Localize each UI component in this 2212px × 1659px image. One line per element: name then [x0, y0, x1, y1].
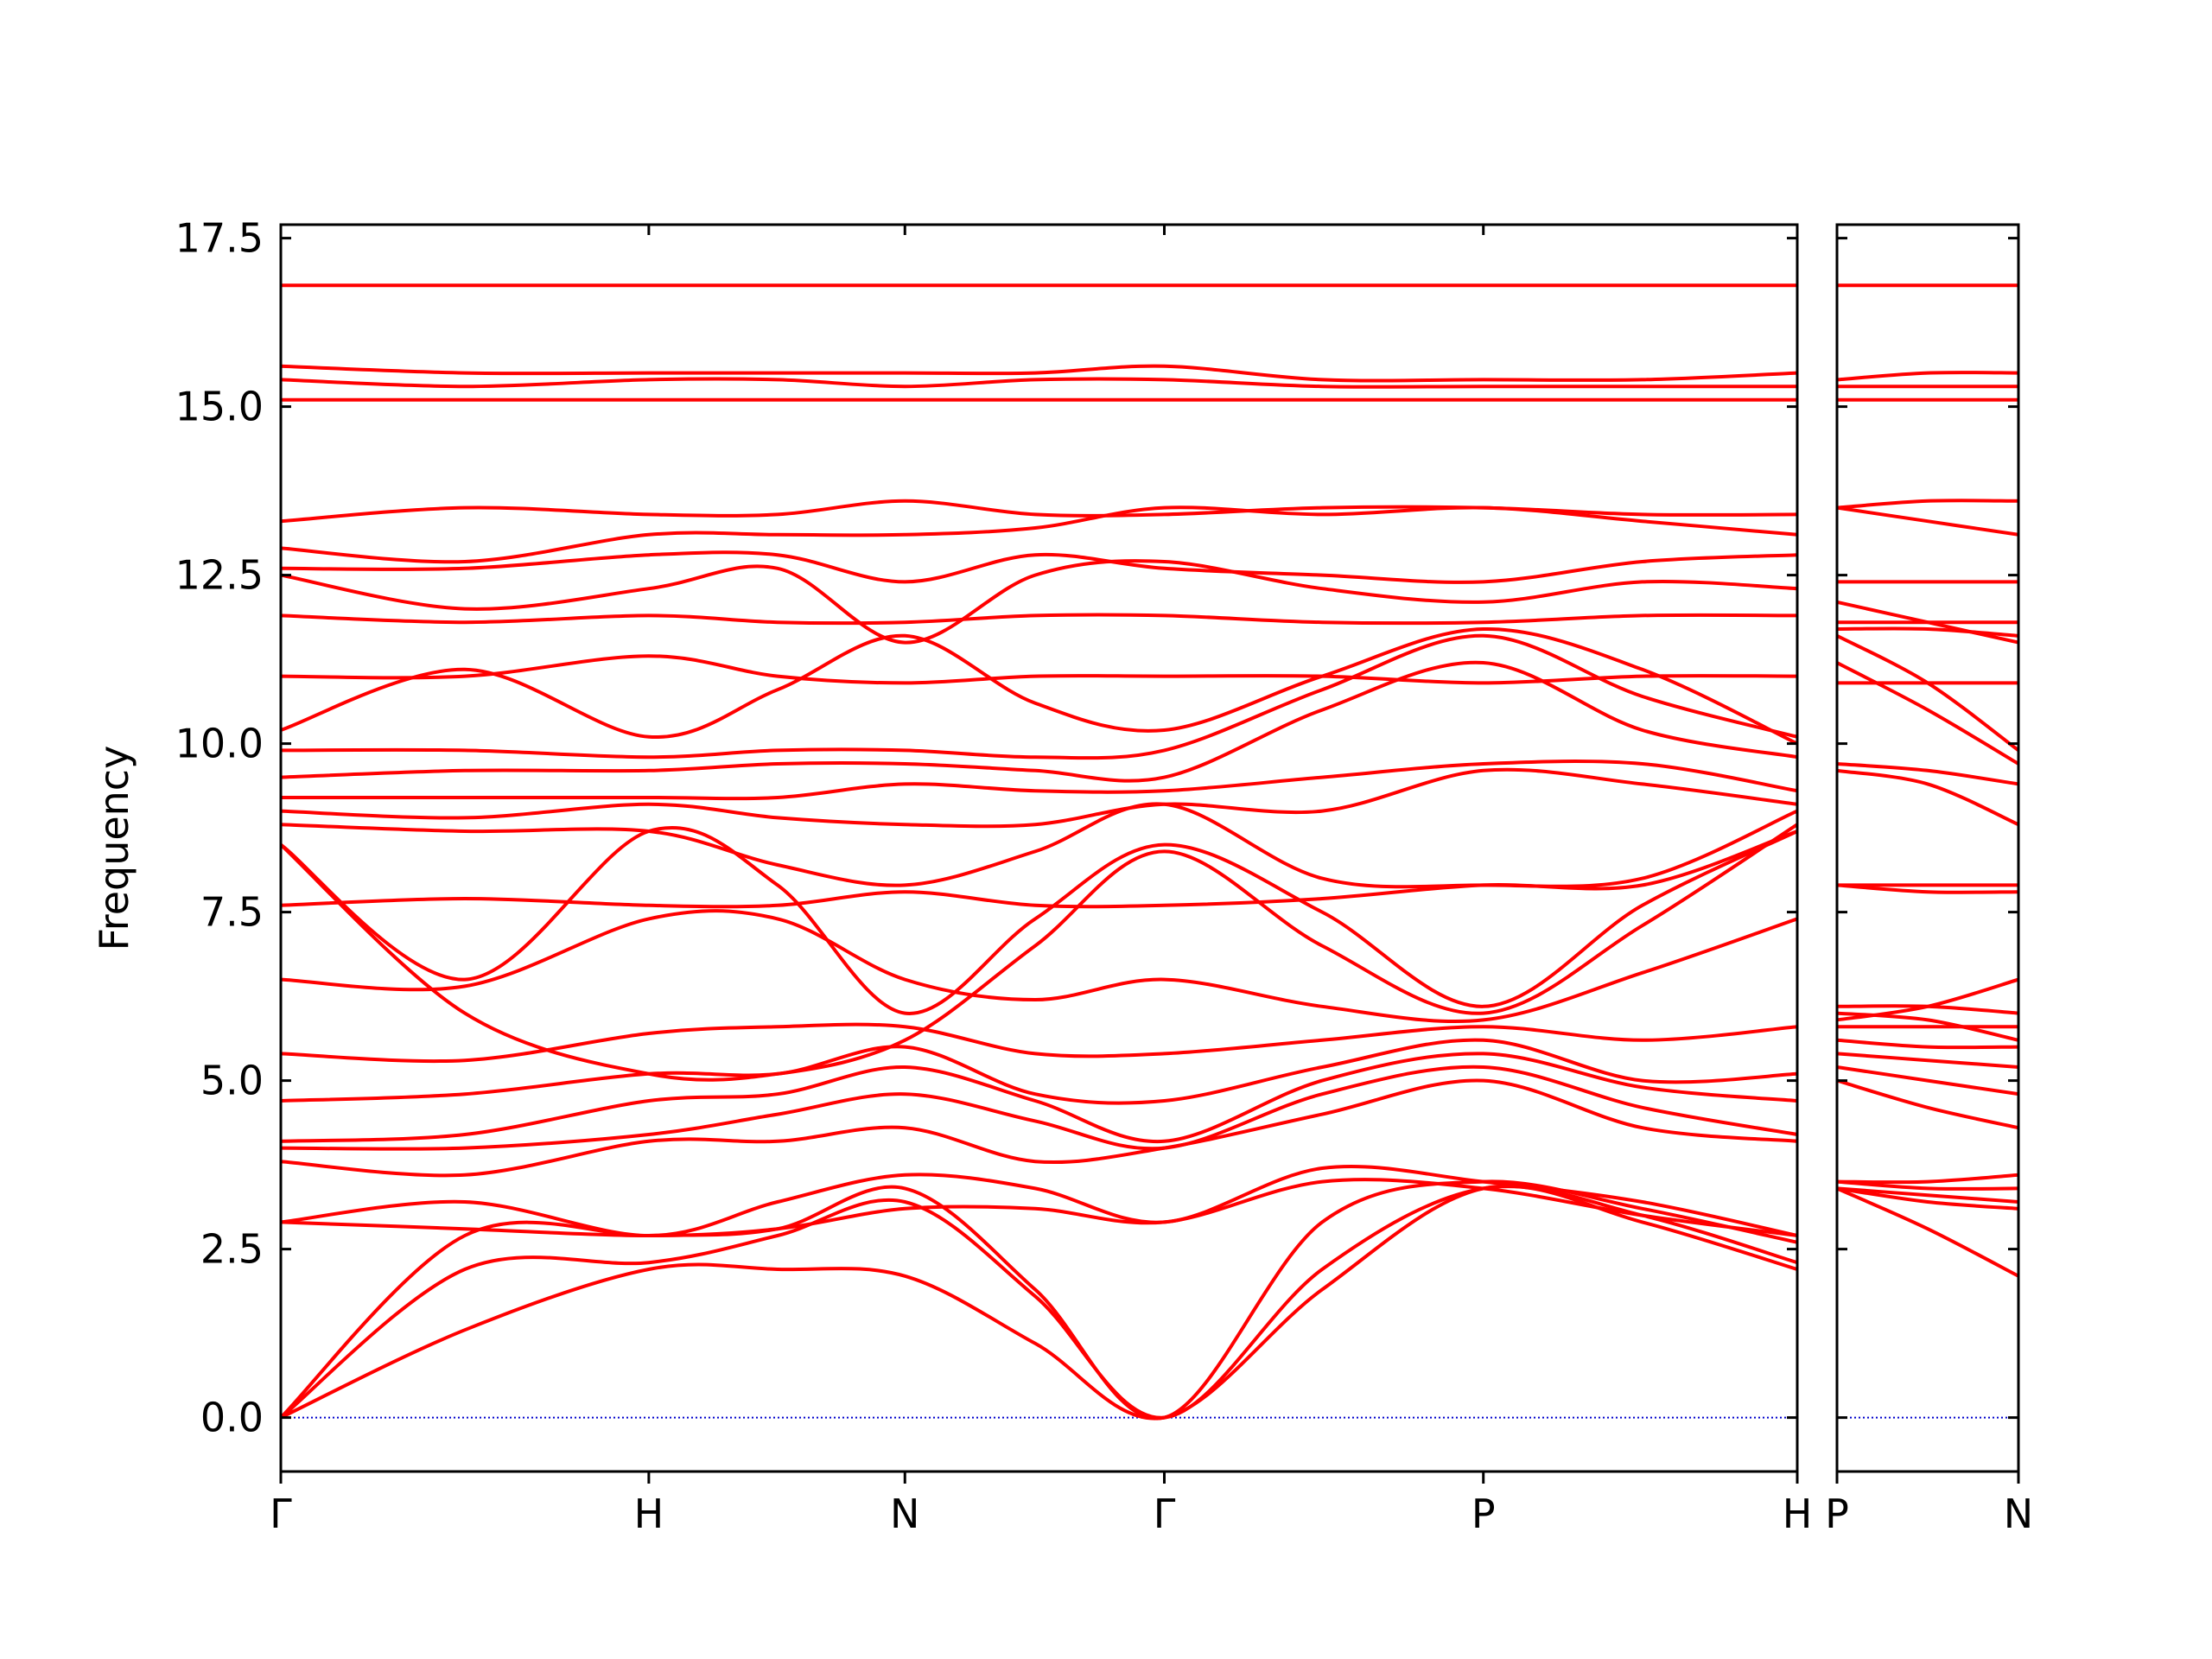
- band-line: [281, 909, 1797, 1023]
- band-line: [281, 1078, 1797, 1178]
- band-line: [1837, 883, 2018, 894]
- band-line: [281, 823, 1797, 1082]
- y-tick-label: 7.5: [200, 889, 264, 936]
- y-tick-label: 15.0: [175, 384, 264, 430]
- x-tick-label: P: [1825, 1491, 1849, 1537]
- band-line: [281, 1165, 1797, 1238]
- y-axis-label: Frequency: [91, 746, 137, 951]
- y-tick-label: 2.5: [200, 1226, 264, 1273]
- band-line: [1837, 1065, 2018, 1096]
- x-tick-label: H: [634, 1491, 664, 1537]
- band-line: [281, 802, 1797, 889]
- band-line: [1837, 1186, 2018, 1204]
- band-line: [281, 1065, 1797, 1151]
- y-tick-label: 5.0: [200, 1058, 264, 1104]
- band-line: [281, 1038, 1797, 1105]
- band-line: [281, 626, 1797, 746]
- band-line: [1837, 1038, 2018, 1050]
- plot-frame: [1835, 223, 2020, 1473]
- band-line: [281, 499, 1797, 524]
- band-line: [1837, 505, 2018, 537]
- band-line: [281, 559, 1797, 645]
- band-line: [1837, 1186, 2018, 1211]
- band-line: [1837, 1052, 2018, 1069]
- y-tick-label: 12.5: [175, 552, 264, 599]
- band-line: [281, 660, 1797, 783]
- band-line: [1837, 661, 2018, 766]
- band-line: [281, 1022, 1797, 1064]
- band-line: [281, 767, 1797, 829]
- y-tick-label: 17.5: [175, 215, 264, 262]
- band-line: [1837, 600, 2018, 645]
- x-tick-label: Γ: [1154, 1491, 1176, 1537]
- band-line: [281, 550, 1797, 584]
- x-tick-label: P: [1471, 1491, 1496, 1537]
- y-tick-label: 10.0: [175, 721, 264, 767]
- x-tick-label: H: [1783, 1491, 1813, 1537]
- plot-frame: [279, 223, 1799, 1473]
- band-line: [1837, 626, 2018, 638]
- band-line: [1837, 1078, 2018, 1130]
- band-line: [1837, 634, 2018, 753]
- band-line: [1837, 1173, 2018, 1185]
- x-tick-label: N: [890, 1491, 919, 1537]
- band-line: [281, 825, 1797, 1015]
- band-line: [281, 654, 1797, 685]
- band-line: [281, 364, 1797, 383]
- y-tick-label: 0.0: [200, 1395, 264, 1441]
- band-line: [1837, 762, 2018, 786]
- band-line: [281, 759, 1797, 801]
- band-line: [281, 1184, 1797, 1421]
- band-line: [281, 830, 1797, 909]
- band-line: [281, 377, 1797, 389]
- band-line: [1837, 1011, 2018, 1042]
- band-line: [1837, 1004, 2018, 1015]
- band-line: [281, 1178, 1797, 1238]
- band-line: [1837, 499, 2018, 510]
- band-line: [1837, 768, 2018, 827]
- band-line: [281, 613, 1797, 626]
- x-tick-label: Γ: [270, 1491, 292, 1537]
- band-line: [1837, 371, 2018, 382]
- band-line: [281, 1185, 1797, 1420]
- band-line: [281, 1052, 1797, 1144]
- x-tick-label: N: [2004, 1491, 2033, 1537]
- band-line: [281, 1179, 1797, 1421]
- band-line: [1837, 1186, 2018, 1278]
- band-line: [281, 633, 1797, 760]
